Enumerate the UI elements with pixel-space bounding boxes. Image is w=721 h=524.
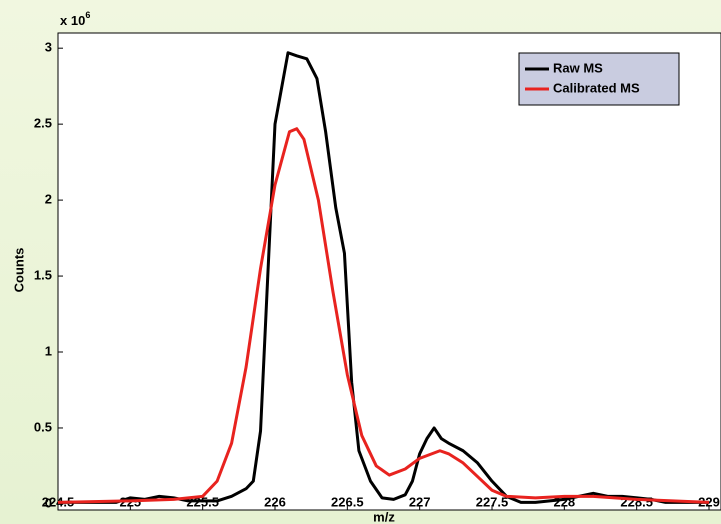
x-axis-label: m/z bbox=[373, 509, 395, 524]
legend-label: Calibrated MS bbox=[553, 80, 640, 95]
line bbox=[58, 127, 710, 504]
y-tick-label: 0 bbox=[45, 495, 52, 510]
line bbox=[58, 51, 709, 504]
y-multiplier: x 106 bbox=[60, 10, 90, 28]
legend-box bbox=[518, 52, 680, 106]
x-tick-label: 226.5 bbox=[331, 494, 364, 509]
y-tick-label: 3 bbox=[45, 40, 52, 55]
y-tick-label: 0.5 bbox=[34, 419, 52, 434]
x-tick-label: 226 bbox=[264, 494, 286, 509]
plot-area bbox=[57, 32, 721, 511]
x-tick-label: 227.5 bbox=[476, 494, 509, 509]
x-tick-label: 227 bbox=[409, 494, 431, 509]
y-axis-label: Counts bbox=[11, 248, 26, 293]
y-tick-label: 2.5 bbox=[34, 116, 52, 131]
y-tick-label: 2 bbox=[45, 192, 52, 207]
y-tick-label: 1 bbox=[45, 343, 52, 358]
legend-label: Raw MS bbox=[553, 60, 603, 75]
plot-lines bbox=[58, 51, 710, 504]
y-tick-label: 1.5 bbox=[34, 267, 52, 282]
